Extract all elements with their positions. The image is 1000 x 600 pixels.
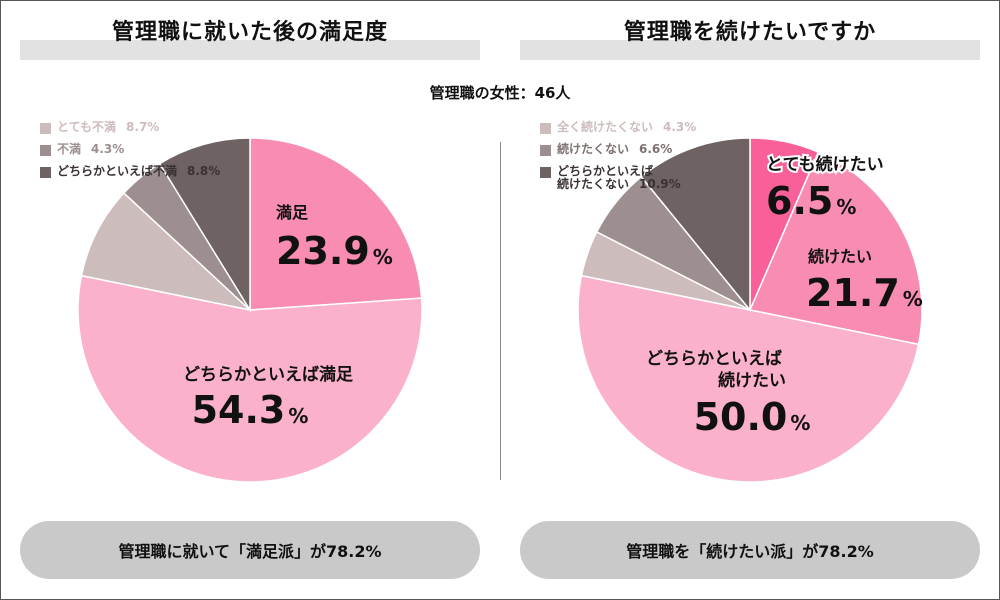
right-legend-item-mattaku: 全く続けたくない 4.3%: [540, 121, 696, 143]
left-chart-title: 管理職に就いた後の満足度: [111, 20, 388, 45]
pie-slice-3: [577, 274, 920, 483]
right-label-dochira-line1: どちらかといえば: [646, 349, 782, 369]
right-label-totemo: とても続けたい: [766, 154, 884, 175]
legend-label-line1: どちらかといえば: [557, 164, 654, 178]
left-legend-item-dochira-fuman: どちらかといえば不満 8.8%: [40, 165, 220, 187]
left-legend-item-fuman: 不満 4.3%: [40, 143, 220, 165]
pie-slice-3: [80, 191, 253, 312]
left-pie: [77, 137, 423, 483]
left-value-manzoku: 23.9%: [276, 229, 393, 273]
left-value-dochira-unit: %: [288, 404, 308, 428]
legend-pct: 6.6%: [639, 142, 673, 156]
legend-label: 全く続けたくない: [557, 120, 654, 134]
pie-slice-2: [748, 151, 923, 346]
right-title-bar: [520, 40, 980, 60]
legend-swatch: [40, 123, 51, 134]
pie-slice-2: [77, 274, 423, 483]
right-value-dochira-num: 50.0: [694, 395, 788, 439]
legend-pct: 8.8%: [187, 164, 221, 178]
left-label-manzoku: 満足: [276, 203, 309, 222]
right-value-dochira: 50.0%: [694, 395, 811, 439]
right-value-tsuzuke: 21.7%: [806, 271, 923, 315]
left-legend: とても不満 8.7% 不満 4.3% どちらかといえば不満 8.8%: [40, 121, 220, 187]
legend-label: 不満: [57, 142, 82, 156]
left-summary-pill: 管理職に就いて「満足派」が78.2%: [20, 521, 480, 579]
right-value-tsuzuke-num: 21.7: [806, 271, 900, 315]
right-value-totemo-unit: %: [836, 195, 856, 219]
center-divider: [500, 142, 501, 480]
right-label-dochira-line2: 続けたい: [718, 370, 786, 391]
right-chart-title: 管理職を続けたいですか: [623, 20, 877, 45]
legend-label: とても不満: [57, 120, 117, 134]
left-value-manzoku-num: 23.9: [276, 229, 370, 273]
pie-slice-6: [640, 137, 751, 313]
legend-pct: 4.3%: [91, 142, 125, 156]
left-title-bar: [20, 40, 480, 60]
pie-slice-1: [249, 137, 423, 311]
right-legend-item-tsuzuketakunai: 続けたくない 6.6%: [540, 143, 696, 165]
respondents-note: 管理職の女性：46人: [429, 84, 571, 102]
right-summary-pill: 管理職を「続けたい派」が78.2%: [520, 521, 980, 579]
left-legend-item-totemo-fuman: とても不満 8.7%: [40, 121, 220, 143]
legend-pct: 10.9%: [639, 177, 681, 191]
legend-label: どちらかといえば 続けたくない 10.9%: [557, 165, 681, 191]
legend-swatch: [540, 123, 551, 134]
pie-slice-5: [158, 137, 251, 313]
legend-swatch: [40, 145, 51, 156]
legend-pct: 4.3%: [663, 120, 697, 134]
left-value-dochira-num: 54.3: [192, 388, 286, 432]
left-label-dochira: どちらかといえば満足: [183, 364, 353, 385]
right-value-tsuzuke-unit: %: [903, 287, 923, 311]
right-pie: [577, 137, 923, 483]
legend-pct: 8.7%: [126, 120, 160, 134]
legend-label: どちらかといえば不満: [57, 164, 178, 178]
left-value-dochira: 54.3%: [192, 388, 309, 432]
legend-label: 続けたくない: [557, 142, 630, 156]
right-value-totemo-num: 6.5: [766, 179, 833, 223]
legend-swatch: [540, 145, 551, 156]
right-label-tsuzuke: 続けたい: [808, 247, 872, 266]
legend-swatch: [540, 167, 551, 178]
left-value-manzoku-unit: %: [373, 245, 393, 269]
right-legend-item-dochira: どちらかといえば 続けたくない 10.9%: [540, 165, 696, 197]
right-legend: 全く続けたくない 4.3% 続けたくない 6.6% どちらかといえば 続けたくな…: [540, 121, 696, 197]
legend-swatch: [40, 167, 51, 178]
legend-label-line2: 続けたくない 10.9%: [557, 177, 681, 191]
right-value-totemo: 6.5%: [766, 179, 856, 223]
right-value-dochira-unit: %: [790, 411, 810, 435]
